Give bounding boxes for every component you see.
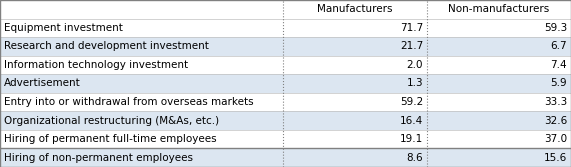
Text: Entry into or withdrawal from overseas markets: Entry into or withdrawal from overseas m… [4, 97, 254, 107]
Text: 32.6: 32.6 [544, 116, 567, 126]
Text: 19.1: 19.1 [400, 134, 423, 144]
Bar [283, 19, 427, 37]
Bar [427, 56, 571, 74]
Text: 59.3: 59.3 [544, 23, 567, 33]
Bar [283, 93, 427, 111]
Bar [0, 130, 283, 148]
Text: Hiring of non-permanent employees: Hiring of non-permanent employees [4, 153, 193, 163]
Bar [0, 93, 283, 111]
Text: 7.4: 7.4 [550, 60, 567, 70]
Text: 2.0: 2.0 [407, 60, 423, 70]
Text: Non-manufacturers: Non-manufacturers [448, 4, 550, 14]
Bar [283, 130, 427, 148]
Bar [0, 56, 283, 74]
Bar [427, 130, 571, 148]
Bar [427, 111, 571, 130]
Text: Manufacturers: Manufacturers [317, 4, 393, 14]
Bar [0, 111, 283, 130]
Text: Advertisement: Advertisement [4, 78, 81, 89]
Text: 15.6: 15.6 [544, 153, 567, 163]
Text: 33.3: 33.3 [544, 97, 567, 107]
Text: 37.0: 37.0 [544, 134, 567, 144]
Text: 6.7: 6.7 [550, 41, 567, 51]
Bar [0, 148, 283, 167]
Text: 21.7: 21.7 [400, 41, 423, 51]
Bar [283, 111, 427, 130]
Text: Information technology investment: Information technology investment [4, 60, 188, 70]
Bar [283, 0, 427, 19]
Text: Organizational restructuring (M&As, etc.): Organizational restructuring (M&As, etc.… [4, 116, 219, 126]
Bar [427, 37, 571, 56]
Bar [427, 74, 571, 93]
Text: 71.7: 71.7 [400, 23, 423, 33]
Text: Equipment investment: Equipment investment [4, 23, 123, 33]
Text: 16.4: 16.4 [400, 116, 423, 126]
Text: 1.3: 1.3 [407, 78, 423, 89]
Bar [0, 37, 283, 56]
Bar [427, 93, 571, 111]
Bar [283, 37, 427, 56]
Bar [427, 148, 571, 167]
Bar [427, 19, 571, 37]
Bar [283, 56, 427, 74]
Bar [283, 74, 427, 93]
Text: Research and development investment: Research and development investment [4, 41, 209, 51]
Text: 5.9: 5.9 [550, 78, 567, 89]
Bar [427, 0, 571, 19]
Text: Hiring of permanent full-time employees: Hiring of permanent full-time employees [4, 134, 216, 144]
Bar [283, 148, 427, 167]
Text: 8.6: 8.6 [407, 153, 423, 163]
Bar [0, 0, 283, 19]
Text: 59.2: 59.2 [400, 97, 423, 107]
Bar [0, 19, 283, 37]
Bar [0, 74, 283, 93]
